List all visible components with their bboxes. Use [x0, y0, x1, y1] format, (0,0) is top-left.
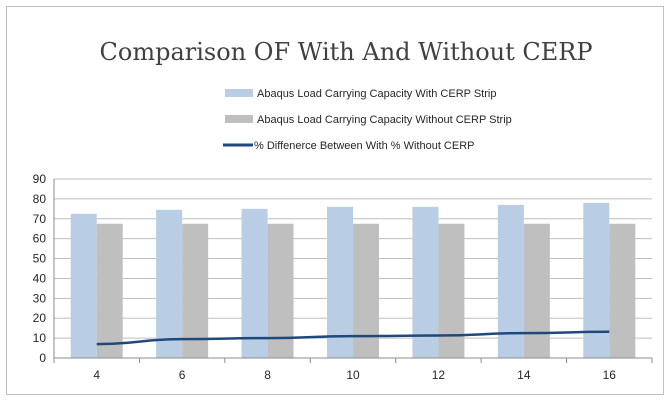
- x-tick-label: 10: [346, 368, 360, 382]
- chart-svg: Comparison OF With And Without CERP Abaq…: [33, 38, 653, 382]
- y-tick-label: 50: [33, 252, 47, 266]
- legend-swatch: [225, 89, 253, 97]
- bar-without-cerp: [96, 223, 123, 358]
- bar-without-cerp: [438, 223, 465, 358]
- bar-with-cerp: [583, 202, 610, 358]
- bar-with-cerp: [70, 213, 97, 358]
- x-tick-label: 12: [432, 368, 446, 382]
- chart-frame: Comparison OF With And Without CERP Abaq…: [6, 6, 664, 395]
- y-tick-label: 60: [33, 232, 47, 246]
- bar-with-cerp: [156, 209, 183, 358]
- y-tick-label: 80: [33, 192, 47, 206]
- legend-label: Abaqus Load Carrying Capacity With CERP …: [257, 88, 496, 100]
- x-tick-label: 16: [603, 368, 617, 382]
- bar-with-cerp: [412, 206, 439, 358]
- y-tick-labels: 0 10 20 30 40 50 60 70 80 90: [33, 172, 47, 365]
- axes: [53, 179, 653, 363]
- x-tick-label: 14: [517, 368, 531, 382]
- bar-without-cerp: [267, 223, 294, 358]
- bar-with-cerp: [497, 204, 524, 358]
- legend-label: % Diffenerce Between With % Without CERP: [254, 140, 475, 152]
- bars: [70, 202, 636, 358]
- y-tick-label: 40: [33, 271, 47, 285]
- chart-title: Comparison OF With And Without CERP: [100, 38, 593, 66]
- bar-with-cerp: [241, 208, 268, 358]
- x-tick-label: 4: [93, 368, 100, 382]
- x-tick-label: 8: [264, 368, 271, 382]
- y-tick-label: 20: [33, 311, 47, 325]
- y-tick-label: 70: [33, 212, 47, 226]
- bar-without-cerp: [523, 223, 550, 358]
- chart-legend: Abaqus Load Carrying Capacity With CERP …: [223, 88, 512, 152]
- x-tick-labels: 4 6 8 10 12 14 16: [93, 368, 616, 382]
- bar-without-cerp: [609, 223, 636, 358]
- y-tick-label: 90: [33, 172, 47, 186]
- bar-without-cerp: [182, 223, 209, 358]
- bar-without-cerp: [353, 223, 379, 358]
- y-tick-label: 0: [39, 351, 46, 365]
- line-series: [96, 330, 610, 346]
- x-tick-label: 6: [179, 368, 186, 382]
- y-tick-label: 30: [33, 291, 47, 305]
- bar-with-cerp: [327, 206, 353, 358]
- y-tick-label: 10: [33, 331, 47, 345]
- legend-swatch: [225, 115, 253, 123]
- legend-label: Abaqus Load Carrying Capacity Without CE…: [257, 114, 512, 126]
